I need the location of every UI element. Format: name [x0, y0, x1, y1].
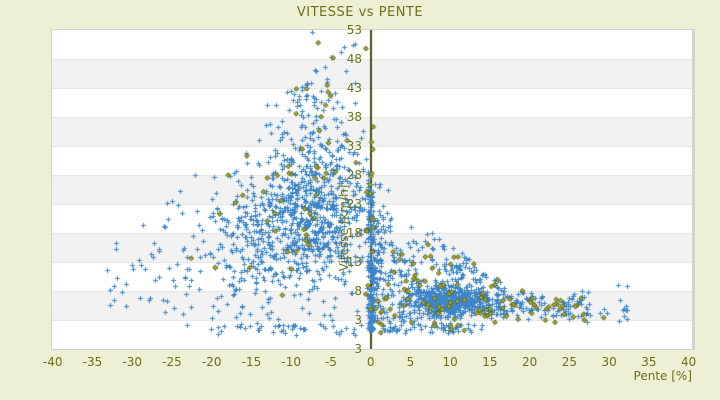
x-tick-label: 25 [561, 355, 578, 369]
x-axis-title: Pente [%] [633, 369, 692, 383]
scatter-canvas [52, 30, 692, 349]
x-tick-label: 40 [681, 355, 697, 369]
x-tick-label: 30 [601, 355, 617, 369]
x-tick-label: 0 [366, 355, 375, 369]
x-tick-label: -35 [82, 355, 103, 369]
x-tick-label: 15 [482, 355, 498, 369]
y-tick-label: 43 [346, 81, 362, 95]
x-tick-label: 10 [442, 355, 458, 369]
y-tick-label: 3 [354, 313, 362, 327]
x-tick-label: 35 [641, 355, 657, 369]
x-tick-label: 20 [522, 355, 538, 369]
chart-title: VITESSE vs PENTE [296, 5, 424, 20]
y-tick-label: 38 [346, 110, 362, 124]
y-tick-label: 23 [346, 197, 362, 211]
y-tick-label: 48 [346, 52, 362, 66]
y-tick-label: 8 [354, 284, 362, 298]
x-tick-label: -10 [281, 355, 301, 369]
x-tick-label: -20 [201, 355, 222, 369]
y-tick-label: 13 [346, 255, 362, 269]
x-tick-label: -25 [162, 355, 182, 369]
y-tick-label: 28 [346, 168, 362, 182]
plot-area [51, 29, 695, 350]
x-tick-label: -5 [324, 355, 337, 369]
x-tick-label: -40 [42, 355, 63, 369]
y-axis-bottom-edge-label: 3 [354, 342, 362, 356]
y-tick-label: 33 [346, 139, 362, 153]
y-tick-label: 53 [346, 23, 362, 37]
y-tick-label: 18 [346, 226, 362, 240]
x-tick-label: 5 [406, 355, 415, 369]
x-tick-label: -30 [122, 355, 142, 369]
x-tick-label: -15 [241, 355, 262, 369]
